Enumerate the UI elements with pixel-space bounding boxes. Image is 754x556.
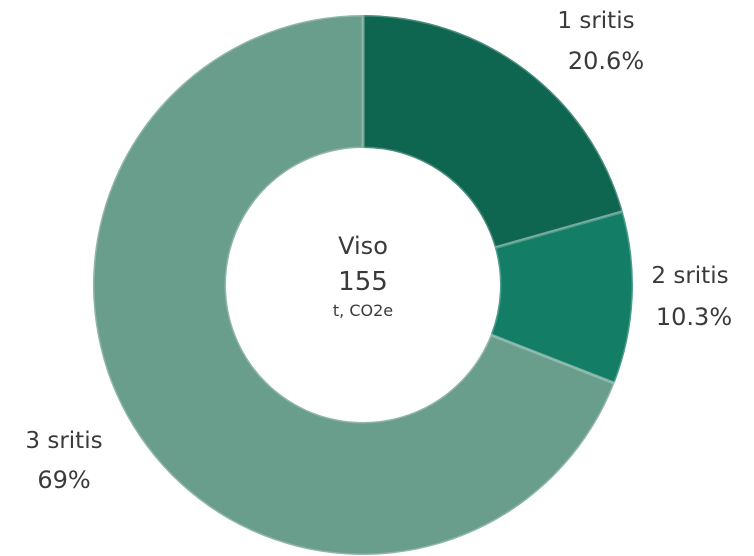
donut-slice-3: [91, 13, 617, 556]
slice-1-percent: 20.6%: [568, 47, 644, 75]
slice-label-3: 3 sritis 69%: [25, 428, 102, 494]
center-unit: t, CO2e: [333, 301, 393, 320]
donut-slice-1: [361, 13, 625, 250]
slice-3-name: 3 sritis: [25, 428, 102, 454]
donut-slice-2: [488, 209, 635, 386]
slice-3-percent: 69%: [37, 466, 90, 494]
center-total-value: 155: [338, 267, 388, 297]
center-label: Viso 155 t, CO2e: [333, 232, 393, 320]
slice-2-percent: 10.3%: [656, 303, 732, 331]
slice-2-name: 2 sritis: [651, 263, 728, 289]
donut-segments: [91, 13, 635, 556]
center-title: Viso: [338, 232, 388, 260]
slice-label-2: 2 sritis 10.3%: [651, 263, 732, 331]
slice-1-name: 1 sritis: [557, 8, 634, 34]
slice-label-1: 1 sritis 20.6%: [557, 8, 644, 75]
